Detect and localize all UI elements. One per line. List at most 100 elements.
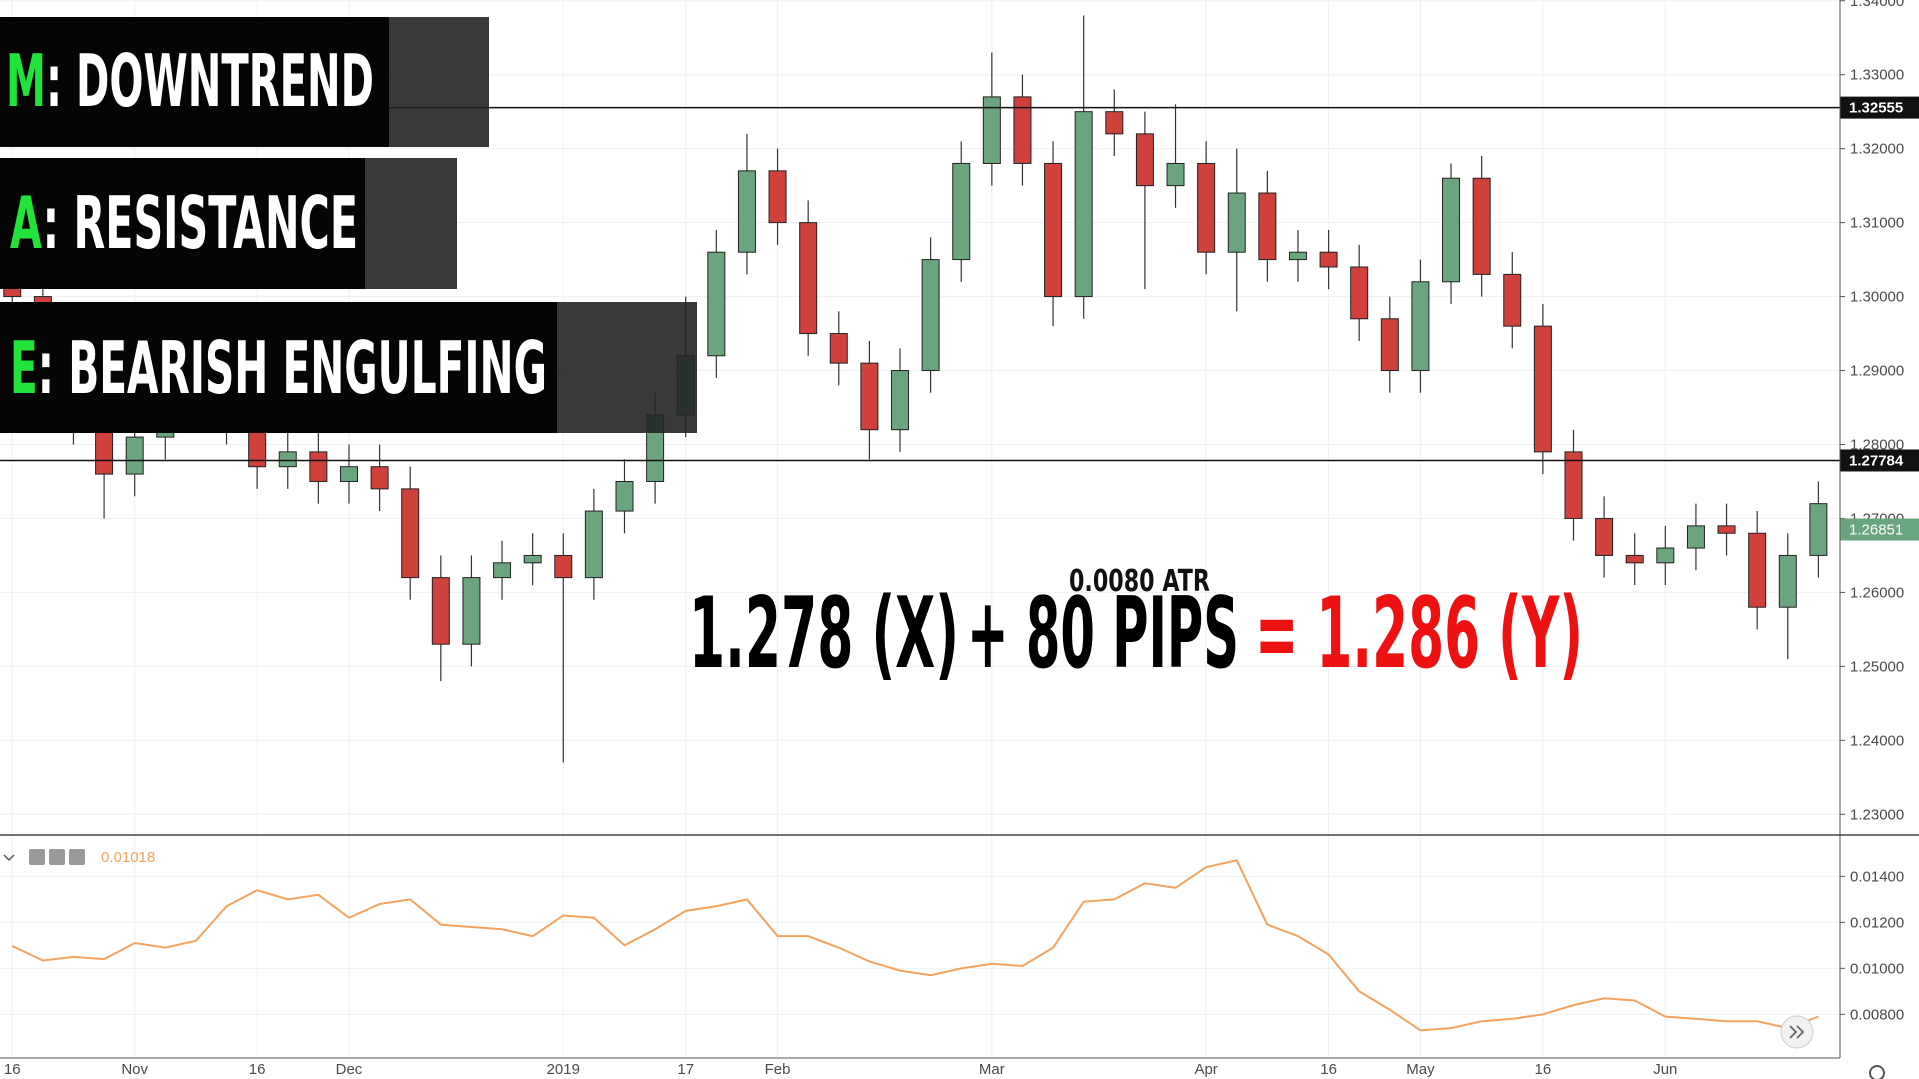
label-key: E bbox=[10, 326, 38, 410]
y-tick-label: 1.31000 bbox=[1850, 215, 1904, 232]
indicator-value: 0.01018 bbox=[101, 849, 155, 866]
label-text: A: RESISTANCE bbox=[10, 181, 358, 265]
candle-body bbox=[584, 510, 603, 579]
label-key: M bbox=[6, 39, 46, 123]
overlay-layer: 16 Nov 16 Dec 2019 17 Feb Mar Apr 16 May 16 Jun 1.325… bbox=[0, 17, 1919, 1078]
y-tick-label: 0.01200 bbox=[1850, 914, 1904, 931]
x-tick-label: 16 bbox=[249, 1061, 266, 1078]
label-box bbox=[0, 302, 557, 433]
candle-body bbox=[799, 222, 818, 335]
last-price-tag bbox=[1840, 518, 1919, 541]
candle-body bbox=[1656, 547, 1675, 564]
label-box-shade bbox=[557, 302, 697, 433]
y-tick-label: 0.00800 bbox=[1850, 1006, 1904, 1023]
x-tick-label: 16 bbox=[4, 1061, 21, 1078]
candle-body bbox=[1533, 325, 1552, 453]
candle-body bbox=[339, 466, 358, 482]
candle-body bbox=[952, 162, 971, 261]
label-text: E: BEARISH ENGULFING bbox=[10, 326, 547, 410]
candle-body bbox=[921, 259, 940, 372]
x-tick-label: Feb bbox=[765, 1061, 791, 1078]
label-rest: : BEARISH ENGULFING bbox=[38, 326, 547, 410]
candle-body bbox=[1350, 266, 1369, 320]
label-box-shade bbox=[389, 17, 489, 147]
y-tick-label: 1.33000 bbox=[1850, 67, 1904, 84]
last-price-label: 1.26851 bbox=[1849, 521, 1903, 538]
candle-body bbox=[1227, 192, 1246, 253]
candle-body bbox=[829, 333, 848, 364]
formula-part: + 80 PIPS bbox=[967, 577, 1239, 691]
y-tick-label: 1.26000 bbox=[1850, 584, 1904, 601]
candle-body bbox=[1595, 517, 1614, 556]
x-tick-label: Nov bbox=[121, 1061, 148, 1078]
remove-icon[interactable] bbox=[69, 849, 85, 865]
y-tick-label: 1.25000 bbox=[1850, 658, 1904, 675]
formula-part: 1.278 (X) bbox=[689, 577, 959, 691]
candle-body bbox=[1074, 111, 1093, 298]
y-tick-label: 1.30000 bbox=[1850, 289, 1904, 306]
candle-body bbox=[707, 251, 726, 357]
candle-body bbox=[1686, 525, 1705, 549]
candle-body bbox=[1503, 273, 1522, 327]
candle-body bbox=[1135, 133, 1154, 187]
x-tick-label: May bbox=[1406, 1061, 1435, 1078]
candle-body bbox=[401, 488, 420, 579]
label-rest: : DOWNTREND bbox=[46, 39, 374, 123]
x-tick-label: 2019 bbox=[547, 1061, 580, 1078]
candle-body bbox=[1778, 554, 1797, 608]
settings-icon[interactable] bbox=[49, 849, 65, 865]
x-tick-label: 17 bbox=[677, 1061, 694, 1078]
marks-layer bbox=[0, 15, 1840, 1032]
candle-body bbox=[1442, 177, 1461, 283]
candle-body bbox=[493, 562, 512, 579]
label-key: A bbox=[10, 181, 43, 265]
x-tick-label: Mar bbox=[979, 1061, 1005, 1078]
y-tick-label: 1.28000 bbox=[1850, 436, 1904, 453]
settings-gear[interactable] bbox=[1869, 1065, 1885, 1079]
candle-body bbox=[615, 480, 634, 512]
candle-body bbox=[1748, 532, 1767, 608]
candle-body bbox=[1411, 281, 1430, 372]
label-text: M: DOWNTREND bbox=[6, 39, 374, 123]
level-price-tag bbox=[1840, 96, 1919, 119]
candle-body bbox=[1472, 177, 1491, 275]
y-tick-label: 0.01000 bbox=[1850, 960, 1904, 977]
candle-body bbox=[1013, 96, 1032, 164]
candle-body bbox=[1380, 318, 1399, 372]
y-tick-label: 1.32000 bbox=[1850, 141, 1904, 158]
candle-body bbox=[1044, 162, 1063, 298]
label-box bbox=[0, 158, 365, 289]
level-price-label: 1.32555 bbox=[1849, 100, 1903, 117]
candle-body bbox=[1625, 554, 1644, 564]
y-tick-label: 1.24000 bbox=[1850, 732, 1904, 749]
candle-body bbox=[462, 577, 481, 645]
x-tick-label: Dec bbox=[336, 1061, 363, 1078]
formula-part: = 1.286 (Y) bbox=[1255, 577, 1583, 691]
indicator-line bbox=[11, 859, 1819, 1032]
collapse-chevron[interactable] bbox=[3, 854, 15, 862]
y-tick-label: 1.29000 bbox=[1850, 363, 1904, 380]
candle-body bbox=[891, 370, 910, 431]
label-box bbox=[0, 17, 389, 147]
candle-body bbox=[1288, 251, 1307, 261]
candle-body bbox=[737, 170, 756, 253]
candle-body bbox=[1197, 162, 1216, 253]
candle-body bbox=[860, 362, 879, 431]
candle-body bbox=[554, 554, 573, 579]
atr-note: 0.0080 ATR bbox=[1069, 564, 1210, 599]
candle-body bbox=[1564, 451, 1583, 519]
candle-body bbox=[1717, 525, 1736, 534]
candle-body bbox=[1809, 503, 1828, 556]
x-tick-label: Jun bbox=[1653, 1061, 1677, 1078]
candle-body bbox=[278, 451, 297, 468]
candle-body bbox=[1258, 192, 1277, 261]
candle-body bbox=[309, 451, 328, 482]
level-price-tag bbox=[1840, 449, 1919, 472]
level-price-label: 1.27784 bbox=[1849, 452, 1904, 469]
candle-body bbox=[370, 466, 389, 490]
candle-body bbox=[431, 577, 450, 645]
visibility-icon[interactable] bbox=[29, 849, 45, 865]
candle-body bbox=[1319, 251, 1338, 268]
